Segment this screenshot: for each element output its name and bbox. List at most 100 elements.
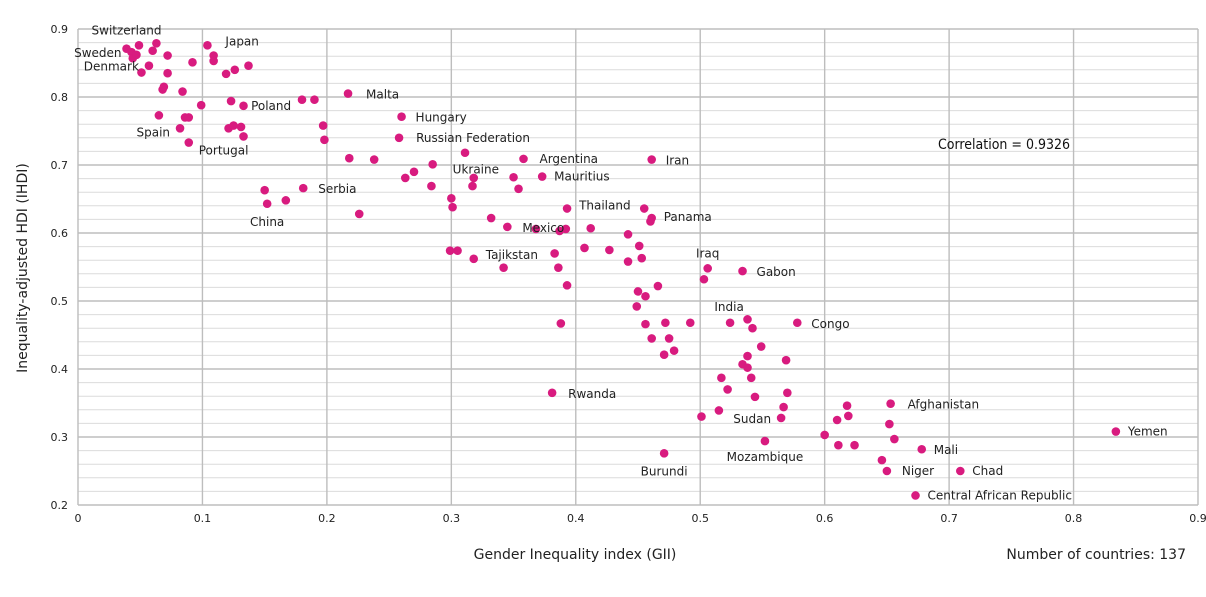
point-label: Tajikstan [485,248,538,262]
point-label: Iraq [696,246,719,260]
data-point [175,123,185,133]
point-label: Poland [251,99,291,113]
data-point [310,95,319,105]
point-label: Rwanda [568,387,616,401]
point-label: Burundi [641,464,688,478]
point-label: Chad [972,464,1003,478]
data-point [221,69,231,79]
data-point [605,245,614,255]
country-count-note: Number of countries: 137 [1006,547,1186,563]
data-point [783,388,792,398]
data-point [659,350,669,360]
point-label: Russian Federation [416,131,530,145]
data-point [1111,427,1121,436]
y-tick-label: 0.3 [51,431,69,444]
data-point [158,85,167,94]
point-label: Central African Republic [928,488,1072,502]
data-point [697,412,706,421]
data-point [427,181,436,191]
data-points [122,38,1121,500]
data-point [562,204,572,213]
correlation-annotation: Correlation = 0.9326 [938,137,1070,153]
data-point [460,148,470,158]
data-point [184,138,194,147]
point-label: Argentina [540,152,599,166]
data-point [196,100,206,110]
x-tick-label: 0.1 [194,512,212,525]
point-label: Yemen [1127,425,1168,439]
y-tick-label: 0.9 [51,23,69,36]
data-point [886,399,895,408]
data-point [445,246,455,255]
data-point [428,160,437,169]
data-point [188,58,197,67]
y-tick-label: 0.4 [51,363,69,376]
point-label: Thailand [578,199,631,213]
data-point [850,440,859,450]
data-point [230,65,240,75]
data-point [262,199,272,209]
data-point [239,101,248,111]
data-point [509,172,518,182]
data-point [400,173,410,183]
data-point [369,155,379,164]
data-point [469,173,479,183]
data-point [723,385,732,394]
data-point [586,223,596,233]
data-point [748,323,757,333]
point-label: Portugal [199,144,249,158]
data-point [890,434,899,444]
data-point [148,46,157,56]
point-label: Mauritius [554,170,609,184]
x-tick-label: 0 [75,512,82,525]
point-label: India [714,300,743,314]
data-point [354,209,364,219]
data-point [448,202,457,212]
y-tick-label: 0.6 [51,227,69,240]
data-point [244,61,253,71]
x-tick-label: 0.2 [318,512,336,525]
data-point [779,402,788,412]
data-point [717,373,726,383]
data-point [163,51,172,60]
x-tick-label: 0.7 [940,512,958,525]
data-point [956,466,965,476]
data-point [137,68,146,77]
data-point [281,196,291,205]
data-point [556,319,566,328]
data-point [834,440,843,450]
data-point [634,241,644,251]
data-point [236,122,246,132]
data-point [486,213,496,223]
data-point [641,291,650,301]
data-point [885,419,894,429]
data-point [820,430,829,440]
y-tick-label: 0.8 [51,91,69,104]
data-point [917,444,927,454]
data-point [469,254,479,264]
data-point [738,266,747,276]
data-point [397,112,406,122]
point-label: Panama [664,210,712,224]
y-tick-labels: 0.2 0.3 0.4 0.5 0.6 0.7 0.8 0.9 [51,23,69,512]
point-label: Denmark [84,60,139,74]
data-point [154,111,164,120]
data-point [725,318,735,328]
data-point [646,217,655,226]
data-point [781,355,791,365]
data-point [134,41,144,50]
data-point [144,61,154,71]
data-point [453,246,462,255]
data-point [499,263,508,272]
x-tick-label: 0.8 [1065,512,1083,525]
data-point [664,334,674,343]
data-point [633,287,643,296]
point-label: Spain [137,125,171,139]
point-label: Mexico [522,221,564,235]
data-point [669,346,679,355]
data-point [580,243,589,253]
data-point [743,351,752,361]
data-point [554,263,563,272]
data-point [639,204,649,213]
